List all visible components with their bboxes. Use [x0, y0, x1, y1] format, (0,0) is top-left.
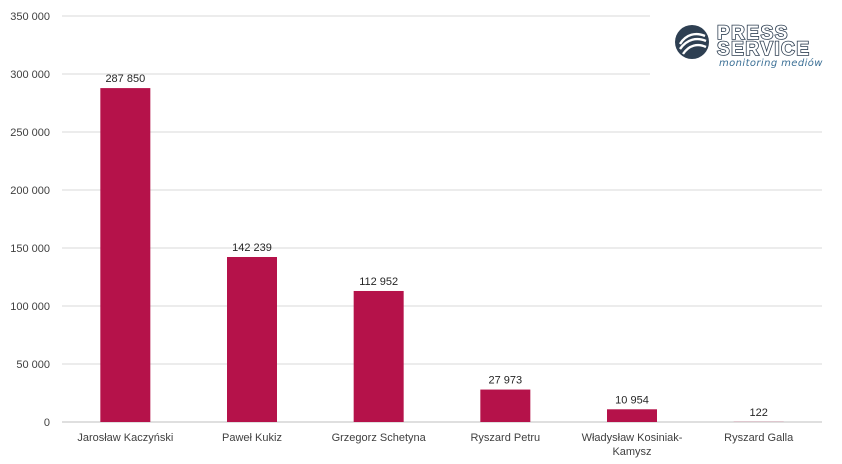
y-tick-label: 350 000 — [10, 11, 50, 23]
bar — [100, 88, 151, 423]
data-label: 27 973 — [489, 375, 523, 387]
x-tick-label: Ryszard Galla — [724, 432, 794, 444]
x-tick-label: Jarosław Kaczyński — [77, 432, 173, 444]
bar — [353, 290, 404, 422]
data-label: 122 — [749, 407, 767, 419]
gridlines — [62, 15, 822, 423]
x-tick-label: Kamysz — [612, 446, 651, 458]
x-tick-label: Ryszard Petru — [470, 432, 540, 444]
y-tick-label: 150 000 — [10, 243, 50, 255]
y-tick-label: 250 000 — [10, 127, 50, 139]
logo-word-press: PRESS — [716, 23, 789, 44]
data-label: 287 850 — [105, 73, 145, 85]
bar — [480, 389, 531, 422]
data-label: 112 952 — [359, 276, 398, 288]
bars — [100, 88, 784, 423]
data-label: 10 954 — [615, 394, 649, 406]
logo-word-service: SERVICE — [716, 39, 811, 60]
y-tick-label: 0 — [44, 417, 50, 429]
logo-tagline: monitoring mediów — [719, 58, 823, 69]
y-axis-ticks: 0 50 000 100 000 150 000 200 000 250 000 300 0… — [10, 11, 50, 429]
y-tick-label: 100 000 — [10, 301, 50, 313]
press-service-globe-logo-icon — [675, 25, 709, 59]
bar — [607, 409, 657, 422]
data-label: 142 239 — [232, 242, 272, 254]
x-tick-label: Władysław Kosiniak- — [582, 432, 683, 444]
y-tick-label: 300 000 — [10, 69, 50, 81]
y-tick-label: 200 000 — [10, 185, 50, 197]
press-service-logo: PRESS SERVICE monitoring mediów — [650, 10, 840, 82]
x-tick-label: Grzegorz Schetyna — [332, 432, 427, 444]
bar — [227, 257, 277, 422]
y-tick-label: 50 000 — [16, 359, 50, 371]
x-axis-ticks: Jarosław Kaczyński Paweł Kukiz Grzegorz Sc… — [77, 432, 794, 458]
x-tick-label: Paweł Kukiz — [222, 432, 282, 444]
data-labels: 287 850 142 239 112 952 27 973 10 954 122 — [105, 73, 767, 419]
